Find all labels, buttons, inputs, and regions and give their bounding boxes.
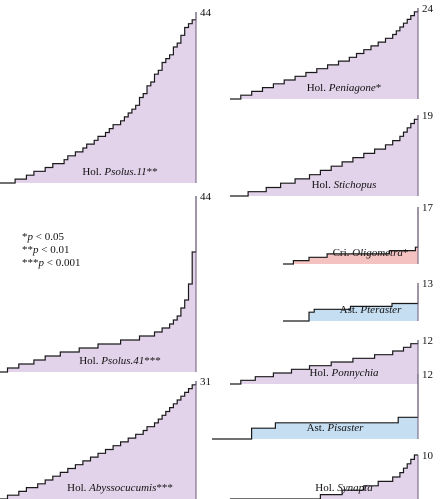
count-abyssocucumis: 31 — [200, 376, 211, 388]
step-line-synapta — [230, 454, 418, 499]
count-synapta: 10 — [422, 450, 434, 462]
label-peniagone: Hol. Peniagone* — [307, 82, 382, 94]
panel-peniagone: 24 Hol. Peniagone* — [230, 3, 434, 100]
step-line-ponychia — [230, 340, 419, 385]
label-oligometra: Cri. Oligometra* — [333, 247, 409, 259]
step-line-stichopus — [230, 115, 419, 197]
area-stichopus — [230, 115, 418, 196]
step-line-oligometra — [283, 207, 419, 265]
step-line-pisaster — [212, 374, 419, 440]
label-abyssocucumis: Hol. Abyssocucumis*** — [67, 482, 173, 494]
area-synapta — [230, 455, 418, 499]
label-ponychia: Hol. Ponnychia — [309, 367, 379, 379]
count-peniagone: 24 — [422, 3, 434, 15]
count-ponychia: 12 — [422, 335, 433, 347]
label-pteraster: Ast. Pteraster — [340, 304, 402, 316]
panel-synapta: 10 Hol. Synapta — [230, 450, 434, 499]
count-stichopus: 19 — [422, 110, 434, 122]
panel-oligometra: 17 Cri. Oligometra* — [283, 202, 434, 265]
label-synapta: Hol. Synapta — [315, 482, 373, 494]
panel-psolus41: 44 Hol. Psolus.41*** — [0, 191, 212, 373]
label-psolus11: Hol. Psolus.11** — [82, 166, 157, 178]
area-abyssocucumis — [0, 381, 196, 499]
step-line-peniagone — [230, 8, 419, 100]
panel-ponychia: 12 Hol. Ponnychia — [230, 335, 433, 385]
area-pisaster — [212, 374, 418, 439]
panel-abyssocucumis: 31 Hol. Abyssocucumis*** — [0, 376, 211, 499]
legend-line-3: ***p < 0.001 — [22, 257, 81, 269]
panel-pteraster: 13 Ast. Pteraster — [283, 278, 434, 322]
count-pisaster: 12 — [422, 369, 433, 381]
significance-legend: *p < 0.05 **p < 0.01 ***p < 0.001 — [22, 231, 80, 270]
step-line-abyssocucumis — [0, 381, 197, 499]
panel-pisaster: 12 Ast. Pisaster — [212, 369, 433, 440]
count-psolus41: 44 — [200, 191, 212, 203]
step-line-psolus41 — [0, 196, 197, 373]
area-pteraster — [283, 283, 418, 321]
area-psolus41 — [0, 196, 196, 372]
step-line-pteraster — [283, 283, 419, 322]
area-peniagone — [230, 8, 418, 99]
count-pteraster: 13 — [422, 278, 434, 290]
panel-psolus11: 44 Hol. Psolus.11** — [0, 7, 212, 184]
panel-stichopus: 19 Hol. Stichopus — [230, 110, 434, 197]
label-psolus41: Hol. Psolus.41*** — [79, 355, 161, 367]
legend-line-2: **p < 0.01 — [22, 244, 70, 256]
count-psolus11: 44 — [200, 7, 212, 19]
area-psolus11 — [0, 12, 196, 183]
label-pisaster: Ast. Pisaster — [307, 422, 365, 434]
count-oligometra: 17 — [422, 202, 434, 214]
legend-line-1: *p < 0.05 — [22, 231, 64, 243]
label-stichopus: Hol. Stichopus — [312, 179, 377, 191]
area-oligometra — [283, 207, 418, 264]
step-line-psolus11 — [0, 12, 197, 184]
